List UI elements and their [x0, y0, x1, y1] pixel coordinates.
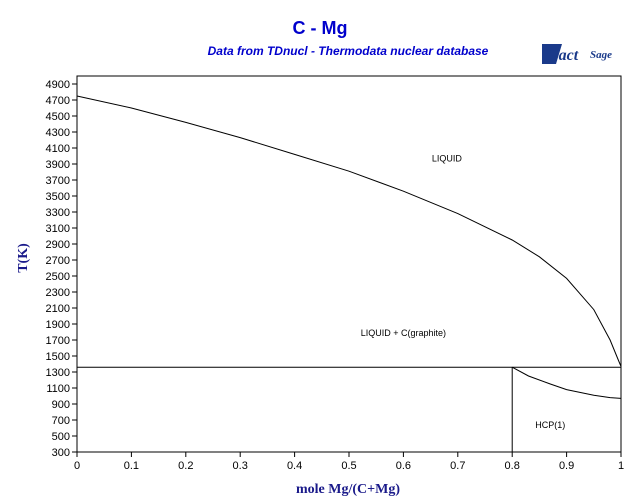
- factsage-logo: Fact Sage: [542, 44, 612, 64]
- x-tick-label: 0.9: [559, 460, 574, 472]
- chart-subtitle: Data from TDnucl - Thermodata nuclear da…: [207, 44, 489, 58]
- svg-text:Fact: Fact: [547, 47, 579, 64]
- y-tick-label: 3900: [46, 159, 70, 171]
- x-tick-label: 0.4: [287, 460, 302, 472]
- y-tick-label: 2100: [46, 303, 70, 315]
- y-ticks: 300 500 700 900 1100 1300 1500 1700 1900 2100 2300…: [46, 79, 77, 459]
- y-tick-label: 3500: [46, 191, 70, 203]
- x-tick-label: 0.2: [178, 460, 193, 472]
- series-lines: [76, 95, 622, 452]
- y-tick-label: 4100: [46, 143, 70, 155]
- x-ticks: 0 0.1 0.2 0.3 0.4 0.5 0.6 0.7 0.8 0.9 1: [74, 452, 624, 472]
- region-label: LIQUID + C(graphite): [361, 328, 446, 338]
- y-tick-label: 1100: [46, 383, 70, 395]
- y-tick-label: 3100: [46, 223, 70, 235]
- y-tick-label: 900: [52, 399, 70, 411]
- x-axis-label: mole Mg/(C+Mg): [296, 482, 400, 497]
- y-tick-label: 4300: [46, 127, 70, 139]
- y-tick-label: 2300: [46, 287, 70, 299]
- y-tick-label: 4900: [46, 79, 70, 91]
- phase-boundary-4: [511, 366, 622, 399]
- x-tick-label: 0.6: [396, 460, 411, 472]
- y-tick-label: 1300: [46, 367, 70, 379]
- phase-boundary-1: [76, 95, 622, 367]
- chart-title: C - Mg: [292, 18, 348, 38]
- y-tick-label: 2500: [46, 271, 70, 283]
- x-tick-label: 0.3: [233, 460, 248, 472]
- x-tick-label: 0.5: [341, 460, 356, 472]
- y-tick-label: 2700: [46, 255, 70, 267]
- y-tick-label: 1500: [46, 351, 70, 363]
- y-tick-label: 2900: [46, 239, 70, 251]
- y-tick-label: 700: [52, 415, 70, 427]
- y-tick-label: 300: [52, 447, 70, 459]
- y-tick-label: 1700: [46, 335, 70, 347]
- y-tick-label: 1900: [46, 319, 70, 331]
- x-tick-label: 0.8: [505, 460, 520, 472]
- x-tick-label: 0.7: [450, 460, 465, 472]
- y-tick-label: 3700: [46, 175, 70, 187]
- region-label: LIQUID: [432, 154, 463, 164]
- annotations: LIQUID LIQUID + C(graphite) HCP(1): [361, 154, 566, 430]
- y-tick-label: 3300: [46, 207, 70, 219]
- x-tick-label: 1: [618, 460, 624, 472]
- plot-frame: [76, 75, 622, 453]
- x-tick-label: 0.1: [124, 460, 139, 472]
- y-tick-label: 500: [52, 431, 70, 443]
- svg-text:Sage: Sage: [590, 49, 612, 61]
- y-tick-label: 4500: [46, 111, 70, 123]
- region-label: HCP(1): [535, 420, 565, 430]
- x-tick-label: 0: [74, 460, 80, 472]
- y-tick-label: 4700: [46, 95, 70, 107]
